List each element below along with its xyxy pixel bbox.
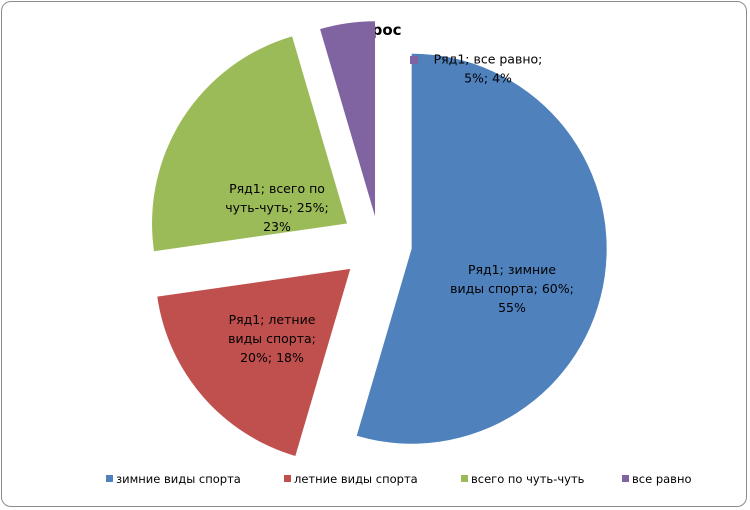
- data-label: Ряд1; летние виды спорта; 20%; 18%: [228, 312, 316, 365]
- data-label-key: [410, 56, 418, 64]
- data-label: Ряд1; всего по чуть-чуть; 25%; 23%: [225, 181, 329, 234]
- legend-label: все равно: [632, 472, 692, 486]
- pie-slice: [356, 53, 607, 444]
- pie-slice: [157, 268, 351, 456]
- legend-swatch: [622, 475, 629, 482]
- pie-slice: [152, 36, 348, 252]
- data-label: Ряд1; все равно; 5%; 4%: [434, 52, 543, 86]
- legend-swatch: [461, 475, 468, 482]
- legend-swatch: [106, 475, 113, 482]
- legend-label: зимние виды спорта: [116, 472, 241, 486]
- legend: зимние виды спорта летние виды спорта всег…: [106, 472, 692, 486]
- pie-slice: [320, 21, 376, 217]
- data-labels: Ряд1; зимние виды спорта; 60%; 55% Ряд1; ле…: [225, 52, 574, 366]
- legend-swatch: [284, 475, 291, 482]
- data-label: Ряд1; зимние виды спорта; 60%; 55%: [450, 262, 574, 315]
- legend-label: всего по чуть-чуть: [471, 472, 585, 486]
- legend-label: летние виды спорта: [294, 472, 418, 486]
- pie-slices: [152, 21, 607, 456]
